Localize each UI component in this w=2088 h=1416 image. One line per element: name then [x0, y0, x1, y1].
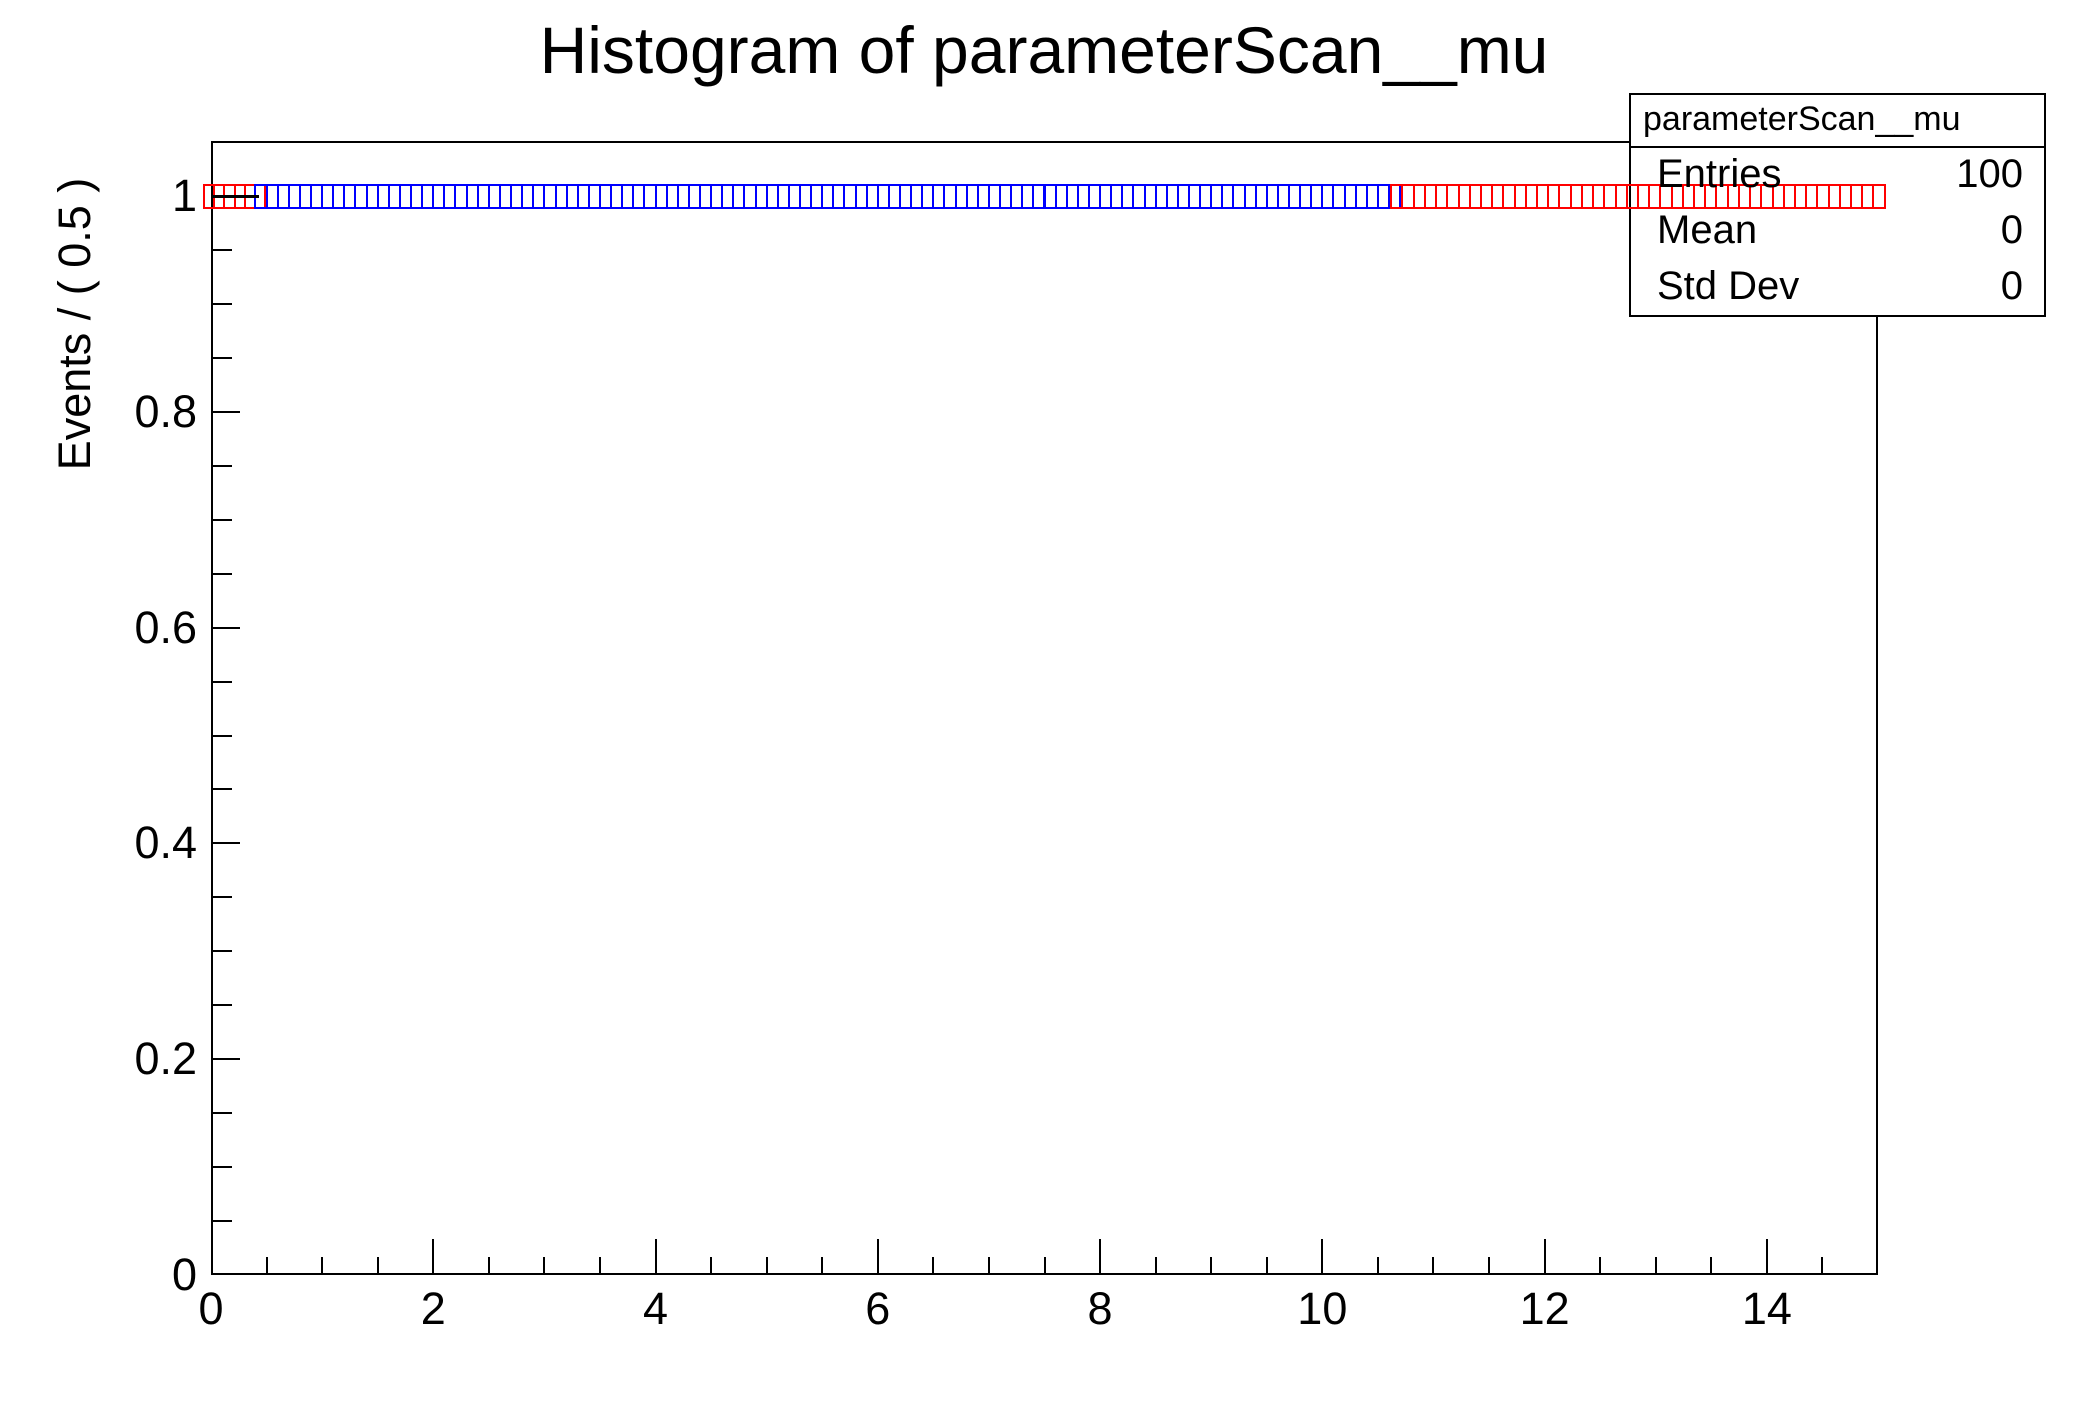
first-point-error-bar	[211, 195, 259, 198]
stats-value-mean: 0	[2000, 208, 2023, 252]
y-minor-tick	[211, 1004, 232, 1007]
x-tick-label: 8	[1087, 1283, 1113, 1334]
stats-label-stddev: Std Dev	[1657, 264, 1800, 308]
x-minor-tick	[765, 1257, 768, 1275]
stats-box-title: parameterScan__mu	[1643, 100, 1961, 138]
x-tick-label: 10	[1297, 1283, 1348, 1334]
y-minor-tick	[211, 518, 232, 521]
chart-title: Histogram of parameterScan__mu	[539, 13, 1549, 87]
y-minor-tick	[211, 1166, 232, 1169]
stats-row-entries: Entries 100	[1629, 146, 2046, 202]
x-major-tick	[654, 1239, 657, 1275]
y-minor-tick	[211, 572, 232, 575]
stats-box-divider	[1629, 146, 2046, 148]
x-tick-label: 12	[1519, 1283, 1570, 1334]
x-major-tick	[432, 1239, 435, 1275]
x-tick-label: 6	[865, 1283, 891, 1334]
y-minor-tick	[211, 788, 232, 791]
x-minor-tick	[1043, 1257, 1046, 1275]
x-minor-tick	[987, 1257, 990, 1275]
x-minor-tick	[1265, 1257, 1268, 1275]
x-minor-tick	[543, 1257, 546, 1275]
y-major-tick	[211, 842, 240, 845]
stats-value-stddev: 0	[2000, 264, 2023, 308]
x-tick-label: 0	[198, 1283, 224, 1334]
x-minor-tick	[487, 1257, 490, 1275]
y-minor-tick	[211, 1220, 232, 1223]
y-major-tick	[211, 1058, 240, 1061]
y-minor-tick	[211, 302, 232, 305]
x-minor-tick	[1210, 1257, 1213, 1275]
stats-box: parameterScan__mu Entries 100 Mean 0 Std…	[1629, 93, 2046, 317]
y-major-tick	[211, 410, 240, 413]
y-minor-tick	[211, 1112, 232, 1115]
stats-row-mean: Mean 0	[1629, 202, 2046, 258]
y-minor-tick	[211, 950, 232, 953]
x-minor-tick	[1488, 1257, 1491, 1275]
x-minor-tick	[1154, 1257, 1157, 1275]
x-minor-tick	[821, 1257, 824, 1275]
y-tick-label: 0.4	[134, 817, 197, 869]
x-minor-tick	[376, 1257, 379, 1275]
x-major-tick	[1099, 1239, 1102, 1275]
y-major-tick	[211, 626, 240, 629]
x-minor-tick	[1432, 1257, 1435, 1275]
stats-box-background	[1629, 93, 2046, 317]
y-tick-label: 1	[171, 170, 197, 221]
x-major-tick	[876, 1239, 879, 1275]
x-minor-tick	[710, 1257, 713, 1275]
x-tick-label: 4	[643, 1283, 669, 1334]
x-minor-tick	[932, 1257, 935, 1275]
x-minor-tick	[1376, 1257, 1379, 1275]
stats-label-mean: Mean	[1657, 208, 1758, 252]
stats-row-stddev: Std Dev 0	[1629, 258, 2046, 314]
x-minor-tick	[321, 1257, 324, 1275]
x-major-tick	[1765, 1239, 1768, 1275]
y-minor-tick	[211, 248, 232, 251]
x-major-tick	[1321, 1239, 1324, 1275]
y-minor-tick	[211, 464, 232, 467]
y-minor-tick	[211, 896, 232, 899]
x-minor-tick	[1654, 1257, 1657, 1275]
x-tick-label: 2	[420, 1283, 446, 1334]
x-major-tick	[1543, 1239, 1546, 1275]
x-minor-tick	[1821, 1257, 1824, 1275]
y-tick-label: 0.2	[134, 1033, 197, 1085]
y-tick-label: 0.8	[134, 385, 197, 437]
x-minor-tick	[598, 1257, 601, 1275]
y-minor-tick	[211, 356, 232, 359]
y-minor-tick	[211, 734, 232, 737]
x-minor-tick	[265, 1257, 268, 1275]
y-tick-label: 0	[171, 1249, 197, 1300]
y-minor-tick	[211, 680, 232, 683]
stats-label-entries: Entries	[1657, 152, 1782, 196]
plot-frame	[211, 141, 1878, 1275]
x-minor-tick	[1599, 1257, 1602, 1275]
x-tick-label: 14	[1741, 1283, 1792, 1334]
scan-point-box	[1872, 183, 1886, 209]
stats-value-entries: 100	[1956, 152, 2023, 196]
x-minor-tick	[1710, 1257, 1713, 1275]
y-tick-label: 0.6	[134, 601, 197, 653]
